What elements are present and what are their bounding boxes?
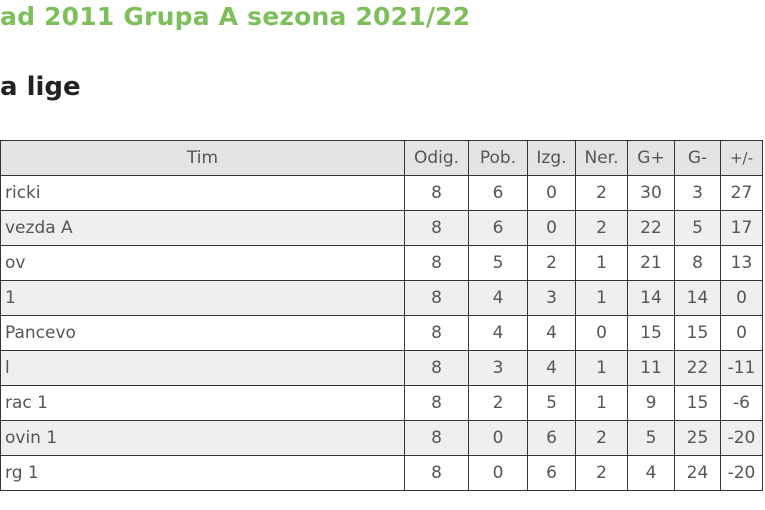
cell-draws: 0 <box>575 315 628 351</box>
page-title: ad 2011 Grupa A sezona 2021/22 <box>0 2 471 31</box>
cell-goals-for: 21 <box>627 245 675 281</box>
cell-played: 8 <box>404 175 469 211</box>
cell-wins: 0 <box>468 455 528 491</box>
standings-table: Tim Odig. Pob. Izg. Ner. G+ G- +/- ricki 8 6 0 2 30 3… <box>0 140 763 491</box>
cell-goals-for: 9 <box>627 385 675 421</box>
table-row: l 8 3 4 1 11 22 -11 <box>0 350 763 386</box>
cell-draws: 1 <box>575 385 628 421</box>
cell-played: 8 <box>404 350 469 386</box>
cell-wins: 6 <box>468 175 528 211</box>
cell-goals-for: 11 <box>627 350 675 386</box>
cell-goal-difference: 13 <box>720 245 763 281</box>
cell-wins: 5 <box>468 245 528 281</box>
cell-team: ovin 1 <box>0 420 405 456</box>
cell-losses: 6 <box>527 455 576 491</box>
cell-goals-against: 5 <box>674 210 721 246</box>
table-row: ricki 8 6 0 2 30 3 27 <box>0 175 763 211</box>
cell-wins: 3 <box>468 350 528 386</box>
cell-played: 8 <box>404 245 469 281</box>
cell-goal-difference: 17 <box>720 210 763 246</box>
column-header-played: Odig. <box>404 140 469 176</box>
cell-draws: 2 <box>575 175 628 211</box>
cell-draws: 1 <box>575 245 628 281</box>
table-row: 1 8 4 3 1 14 14 0 <box>0 280 763 316</box>
cell-draws: 2 <box>575 210 628 246</box>
cell-losses: 4 <box>527 315 576 351</box>
cell-team: rac 1 <box>0 385 405 421</box>
cell-goals-against: 14 <box>674 280 721 316</box>
column-header-losses: Izg. <box>527 140 576 176</box>
cell-wins: 4 <box>468 315 528 351</box>
cell-played: 8 <box>404 385 469 421</box>
cell-losses: 5 <box>527 385 576 421</box>
cell-team: Pancevo <box>0 315 405 351</box>
cell-goals-against: 22 <box>674 350 721 386</box>
cell-wins: 2 <box>468 385 528 421</box>
cell-team: 1 <box>0 280 405 316</box>
cell-goals-against: 24 <box>674 455 721 491</box>
cell-draws: 2 <box>575 455 628 491</box>
cell-draws: 1 <box>575 280 628 316</box>
cell-team: vezda A <box>0 210 405 246</box>
cell-goal-difference: -20 <box>720 420 763 456</box>
table-row: vezda A 8 6 0 2 22 5 17 <box>0 210 763 246</box>
cell-goals-against: 8 <box>674 245 721 281</box>
cell-goals-for: 14 <box>627 280 675 316</box>
cell-played: 8 <box>404 210 469 246</box>
table-row: Pancevo 8 4 4 0 15 15 0 <box>0 315 763 351</box>
cell-team: ricki <box>0 175 405 211</box>
cell-losses: 0 <box>527 210 576 246</box>
column-header-wins: Pob. <box>468 140 528 176</box>
cell-goal-difference: -6 <box>720 385 763 421</box>
cell-losses: 3 <box>527 280 576 316</box>
cell-losses: 2 <box>527 245 576 281</box>
cell-goals-against: 15 <box>674 385 721 421</box>
cell-played: 8 <box>404 455 469 491</box>
cell-wins: 0 <box>468 420 528 456</box>
cell-goals-for: 30 <box>627 175 675 211</box>
column-header-draws: Ner. <box>575 140 628 176</box>
table-row: ov 8 5 2 1 21 8 13 <box>0 245 763 281</box>
cell-team: ov <box>0 245 405 281</box>
table-row: rac 1 8 2 5 1 9 15 -6 <box>0 385 763 421</box>
cell-played: 8 <box>404 420 469 456</box>
cell-goal-difference: -20 <box>720 455 763 491</box>
cell-losses: 0 <box>527 175 576 211</box>
column-header-goal-difference: +/- <box>720 140 763 176</box>
cell-goal-difference: 27 <box>720 175 763 211</box>
cell-goal-difference: 0 <box>720 280 763 316</box>
cell-draws: 1 <box>575 350 628 386</box>
column-header-goals-against: G- <box>674 140 721 176</box>
cell-losses: 6 <box>527 420 576 456</box>
cell-goals-against: 3 <box>674 175 721 211</box>
cell-goals-for: 5 <box>627 420 675 456</box>
cell-goals-against: 25 <box>674 420 721 456</box>
table-header-row: Tim Odig. Pob. Izg. Ner. G+ G- +/- <box>0 140 763 176</box>
cell-goals-against: 15 <box>674 315 721 351</box>
section-title: a lige <box>0 72 81 102</box>
cell-goals-for: 22 <box>627 210 675 246</box>
table-row: ovin 1 8 0 6 2 5 25 -20 <box>0 420 763 456</box>
cell-goals-for: 15 <box>627 315 675 351</box>
cell-goal-difference: 0 <box>720 315 763 351</box>
cell-played: 8 <box>404 315 469 351</box>
cell-draws: 2 <box>575 420 628 456</box>
cell-goals-for: 4 <box>627 455 675 491</box>
cell-played: 8 <box>404 280 469 316</box>
cell-team: l <box>0 350 405 386</box>
cell-team: rg 1 <box>0 455 405 491</box>
column-header-team: Tim <box>0 140 405 176</box>
cell-wins: 4 <box>468 280 528 316</box>
column-header-goals-for: G+ <box>627 140 675 176</box>
cell-losses: 4 <box>527 350 576 386</box>
table-row: rg 1 8 0 6 2 4 24 -20 <box>0 455 763 491</box>
cell-wins: 6 <box>468 210 528 246</box>
cell-goal-difference: -11 <box>720 350 763 386</box>
